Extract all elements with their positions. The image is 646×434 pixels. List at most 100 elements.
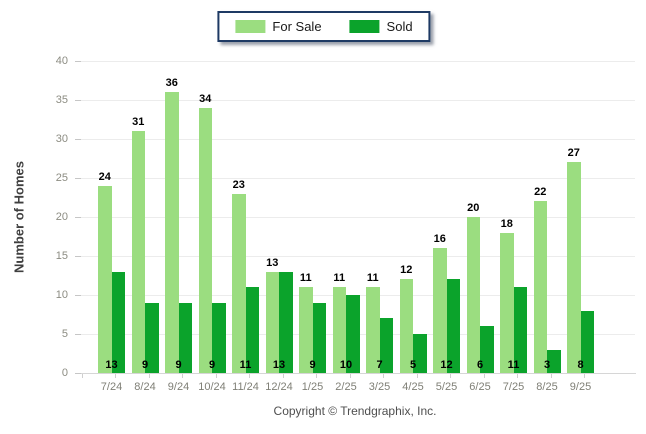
for-sale-value-label: 23 [232, 178, 245, 191]
x-axis-tick [81, 374, 83, 378]
y-axis-tick [75, 373, 81, 374]
sold-bar [145, 302, 159, 373]
sold-value-label: 13 [272, 359, 286, 371]
sold-value-label: 11 [507, 359, 520, 371]
for-sale-value-label: 27 [567, 147, 580, 160]
sold-bar [346, 295, 360, 373]
x-axis-tick [182, 374, 183, 378]
x-tick-label: 2/25 [335, 381, 357, 393]
sold-value-label: 6 [476, 359, 484, 371]
for-sale-bar [165, 92, 179, 373]
sold-bar [212, 302, 226, 373]
sold-swatch [349, 20, 380, 33]
x-tick-label: 11/24 [232, 381, 259, 393]
for-sale-bar [466, 217, 480, 373]
sold-bar [245, 287, 259, 373]
sold-bar [178, 302, 192, 373]
sold-value-label: 9 [175, 359, 182, 371]
x-tick-label: 9/25 [569, 381, 592, 393]
for-sale-bar [332, 287, 346, 373]
x-axis-tick [148, 374, 150, 378]
for-sale-value-label: 11 [299, 272, 312, 285]
for-sale-bar [433, 248, 447, 373]
chart-legend: For Sale Sold [217, 11, 431, 42]
sold-bar [513, 287, 527, 373]
sold-value-label: 13 [105, 359, 118, 371]
for-sale-bar [265, 271, 279, 373]
x-axis-tick [282, 374, 284, 378]
bar-group: 27 8 [567, 61, 594, 373]
sold-value-label: 10 [339, 359, 353, 371]
x-tick-label: 5/25 [435, 381, 458, 393]
y-axis-tick [75, 139, 81, 140]
bar-group: 13 13 [265, 61, 293, 373]
sold-value-label: 12 [440, 359, 453, 371]
x-tick-label: 8/25 [536, 381, 558, 393]
y-axis-tick [75, 100, 81, 101]
sold-bar [379, 318, 393, 373]
bar-group: 36 9 [165, 61, 192, 373]
legend-item-sold: Sold [349, 19, 413, 34]
y-axis-tick [75, 334, 81, 335]
for-sale-bar [500, 232, 514, 373]
for-sale-bar [366, 287, 380, 373]
legend-label-sold: Sold [386, 19, 413, 34]
for-sale-value-label: 20 [467, 202, 480, 214]
for-sale-bar [299, 287, 313, 373]
x-axis-tick [349, 374, 351, 378]
x-axis-tick [584, 374, 585, 378]
grid-line [75, 178, 635, 179]
legend-item-for-sale: For Sale [235, 19, 322, 34]
y-tick-label: 35 [55, 94, 68, 106]
sold-value-label: 3 [543, 359, 551, 371]
for-sale-bar [198, 107, 212, 373]
sold-value-label: 9 [309, 359, 316, 371]
x-tick-label: 1/25 [301, 381, 324, 393]
for-sale-bar [533, 201, 547, 373]
x-tick-label: 4/25 [402, 381, 424, 393]
bar-group: 11 9 [299, 61, 326, 373]
y-axis-tick [75, 217, 81, 218]
x-axis-tick [416, 374, 418, 378]
sold-bar [446, 279, 460, 373]
bar-group: 34 9 [198, 61, 226, 373]
y-tick-label: 25 [55, 172, 68, 184]
for-sale-value-label: 12 [400, 264, 413, 277]
sold-bar [111, 271, 125, 373]
sold-bar [279, 271, 293, 373]
grid-line [75, 139, 635, 140]
bar-group: 18 11 [500, 61, 527, 373]
for-sale-value-label: 11 [333, 272, 346, 285]
for-sale-bar [567, 162, 581, 373]
x-axis-tick [517, 374, 518, 378]
grid-line [75, 256, 635, 257]
for-sale-value-label: 34 [199, 92, 212, 105]
bar-group: 11 10 [332, 61, 360, 373]
sold-value-label: 9 [208, 359, 216, 371]
sold-bar [547, 349, 561, 373]
plot-area: 24 13 31 9 36 9 34 9 23 11 13 13 11 9 11 10 11 7 12 5 16 12 20… [75, 61, 635, 373]
x-tick-label: 9/24 [167, 381, 190, 393]
x-tick-label: 8/24 [134, 381, 156, 393]
sold-value-label: 8 [577, 359, 584, 371]
x-axis-tick [115, 374, 116, 378]
x-axis-tick [383, 374, 384, 378]
x-tick-label: 3/25 [368, 381, 391, 393]
bar-group: 24 13 [98, 61, 125, 373]
x-tick-label: 7/24 [100, 381, 123, 393]
grid-line [75, 217, 635, 218]
for-sale-value-label: 18 [500, 217, 513, 230]
for-sale-value-label: 16 [433, 233, 446, 246]
bar-group: 12 5 [399, 61, 427, 373]
for-sale-bar [399, 279, 413, 373]
sold-bar [580, 310, 594, 373]
for-sale-value-label: 36 [165, 77, 178, 90]
for-sale-value-label: 11 [366, 272, 379, 285]
y-tick-label: 20 [55, 211, 68, 223]
x-tick-label: 6/25 [469, 381, 491, 393]
bar-group: 20 6 [466, 61, 494, 373]
for-sale-value-label: 22 [534, 186, 547, 199]
for-sale-value-label: 13 [266, 256, 279, 269]
bar-group: 31 9 [131, 61, 159, 373]
x-tick-label: 12/24 [265, 381, 293, 393]
